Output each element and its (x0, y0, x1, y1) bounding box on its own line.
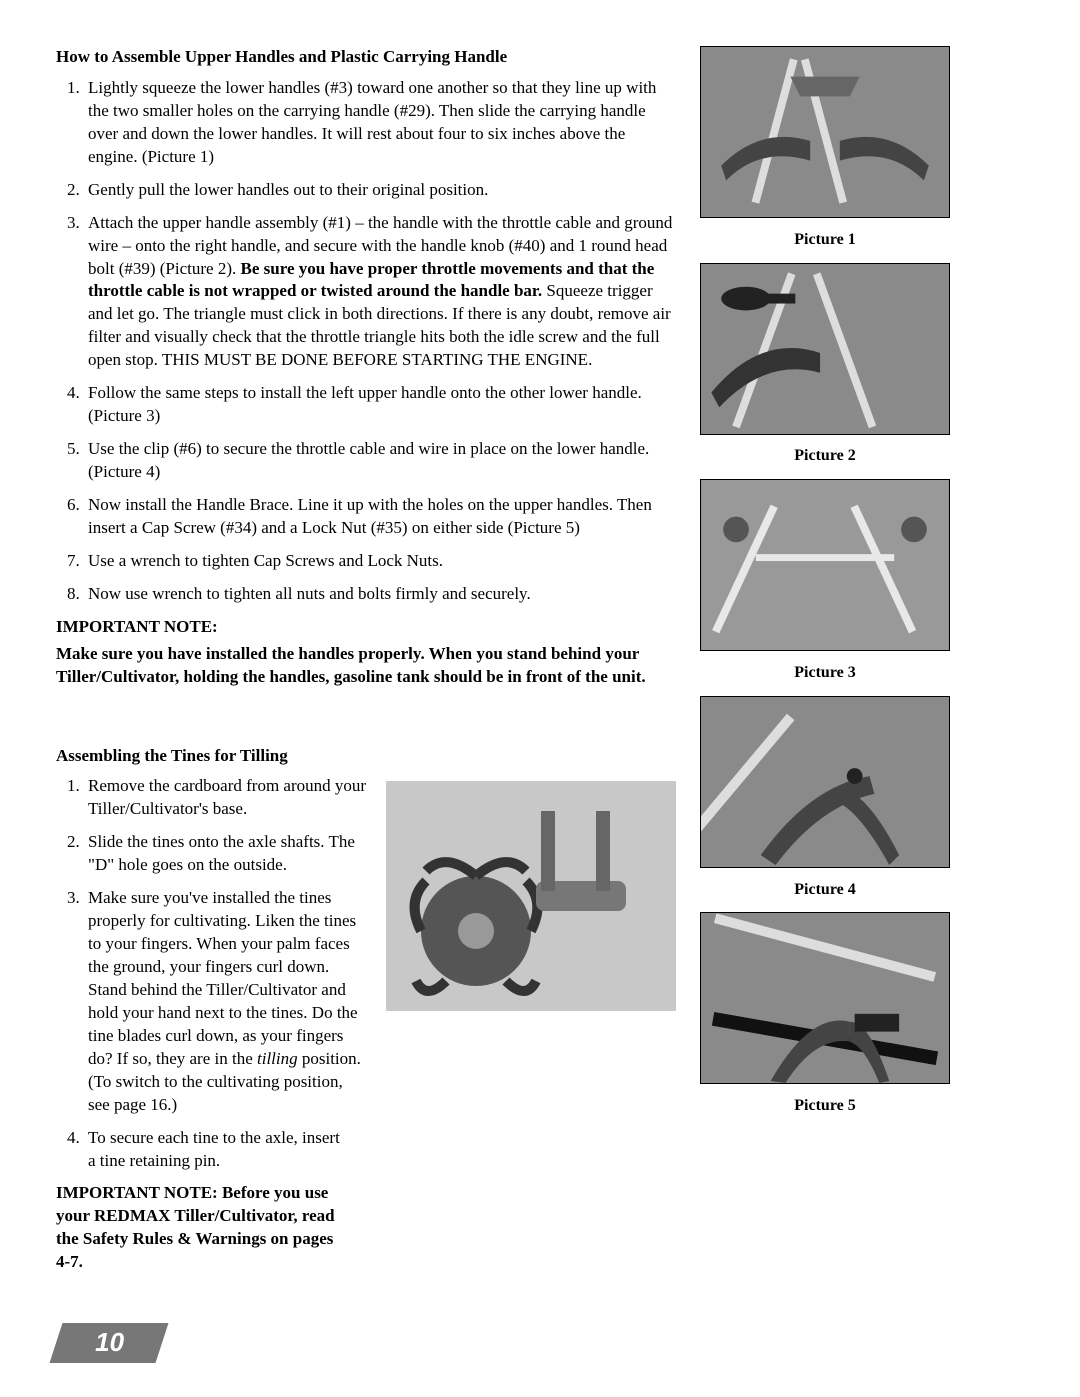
list-item: Use the clip (#6) to secure the throttle… (84, 438, 676, 484)
list-item: Gently pull the lower handles out to the… (84, 179, 676, 202)
figure-caption: Picture 5 (700, 1095, 950, 1117)
list-item: Now install the Handle Brace. Line it up… (84, 494, 676, 540)
s2-step3-pre: Make sure you've installed the tines pro… (88, 888, 358, 1068)
figure-image-icon (700, 696, 950, 868)
figure-caption: Picture 4 (700, 879, 950, 901)
figure-caption: Picture 1 (700, 229, 950, 251)
section1-title: How to Assemble Upper Handles and Plasti… (56, 46, 676, 69)
figure-4: Picture 4 (700, 696, 950, 901)
figure-image-icon (700, 479, 950, 651)
tines-image-icon (386, 781, 676, 1011)
figure-image-icon (700, 912, 950, 1084)
figure-image-icon (700, 46, 950, 218)
figure-5: Picture 5 (700, 912, 950, 1117)
list-item: Remove the cardboard from around your Ti… (84, 775, 368, 821)
figure-column: Picture 1 Picture 2 (700, 46, 950, 1274)
figure-caption: Picture 2 (700, 445, 950, 467)
text-column: How to Assemble Upper Handles and Plasti… (56, 46, 676, 1274)
list-item: Now use wrench to tighten all nuts and b… (84, 583, 676, 606)
page-number-badge: 10 (50, 1323, 169, 1363)
section2-title: Assembling the Tines for Tilling (56, 745, 676, 768)
section1-steps: Lightly squeeze the lower handles (#3) t… (56, 77, 676, 606)
figure-image-icon (700, 263, 950, 435)
figure-3: Picture 3 (700, 479, 950, 684)
figure-caption: Picture 3 (700, 662, 950, 684)
list-item: Use a wrench to tighten Cap Screws and L… (84, 550, 676, 573)
tines-text: Remove the cardboard from around your Ti… (56, 775, 368, 1274)
figure-2: Picture 2 (700, 263, 950, 468)
tines-row: Remove the cardboard from around your Ti… (56, 775, 676, 1274)
important-note-2: IMPORTANT NOTE: Before you use your REDM… (56, 1182, 336, 1274)
list-item: To secure each tine to the axle, insert … (84, 1127, 344, 1173)
section2-steps: Remove the cardboard from around your Ti… (56, 775, 368, 1172)
list-item: Make sure you've installed the tines pro… (84, 887, 368, 1116)
important-note-label: IMPORTANT NOTE: (56, 616, 676, 639)
list-item: Slide the tines onto the axle shafts. Th… (84, 831, 368, 877)
list-item: Follow the same steps to install the lef… (84, 382, 676, 428)
page-content: How to Assemble Upper Handles and Plasti… (56, 46, 1024, 1274)
list-item: Lightly squeeze the lower handles (#3) t… (84, 77, 676, 169)
list-item: Attach the upper handle assembly (#1) – … (84, 212, 676, 373)
tines-figure (386, 781, 676, 1011)
s2-step3-ital: tilling (257, 1049, 298, 1068)
page-number: 10 (95, 1325, 124, 1360)
figure-1: Picture 1 (700, 46, 950, 251)
important-note-body: Make sure you have installed the handles… (56, 643, 676, 689)
